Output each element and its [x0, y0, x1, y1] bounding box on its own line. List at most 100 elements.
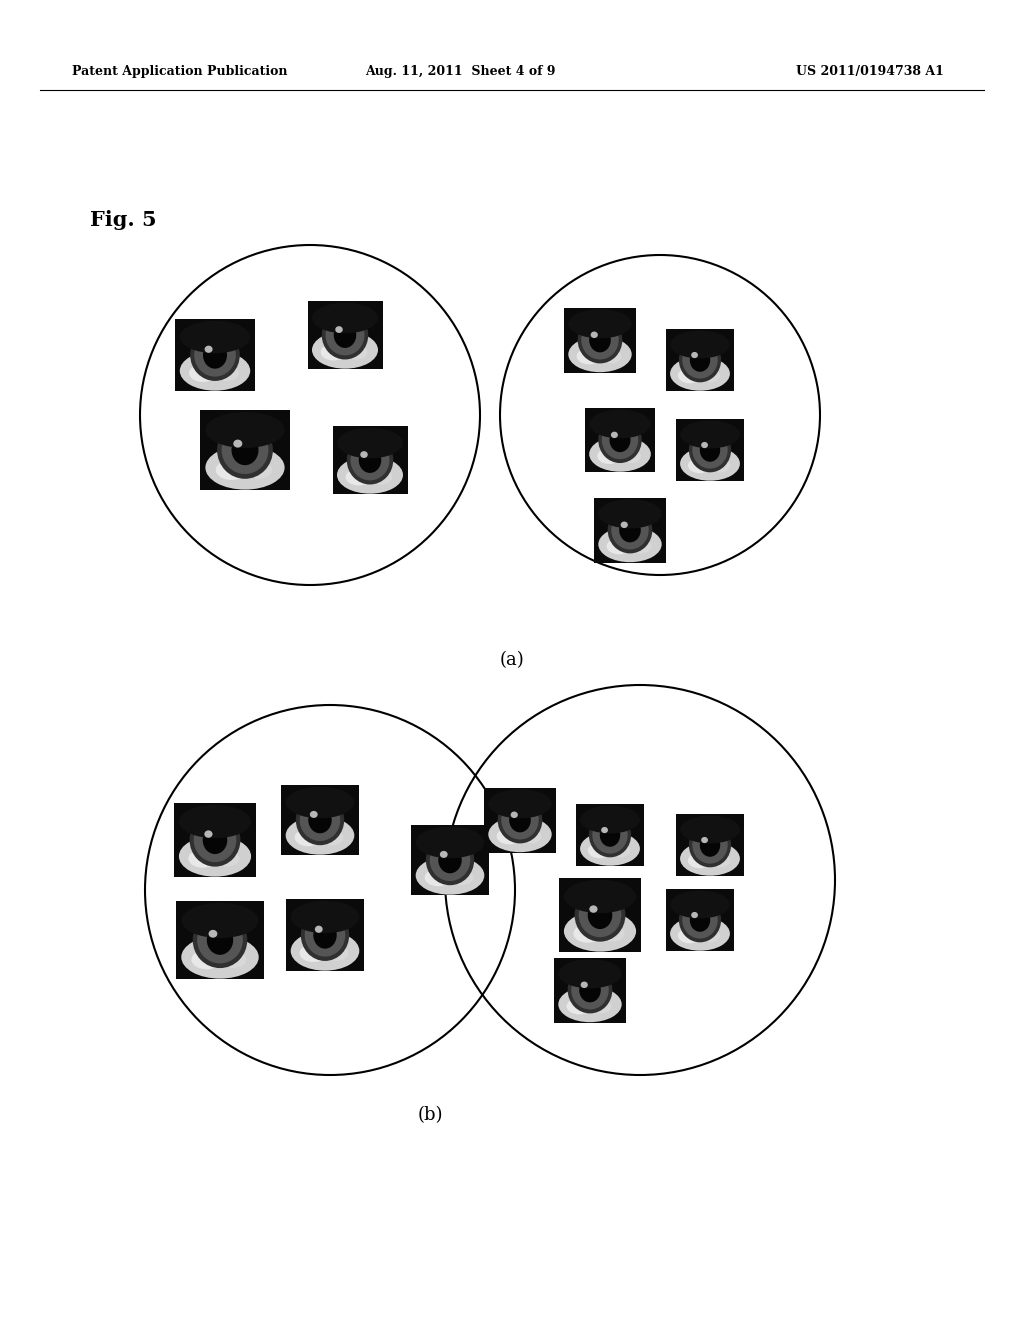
- Ellipse shape: [597, 447, 622, 465]
- Ellipse shape: [498, 796, 543, 843]
- Ellipse shape: [600, 824, 621, 847]
- Ellipse shape: [334, 322, 356, 348]
- Ellipse shape: [347, 436, 393, 484]
- Ellipse shape: [679, 338, 721, 383]
- FancyBboxPatch shape: [676, 814, 744, 876]
- Ellipse shape: [206, 446, 285, 490]
- Ellipse shape: [217, 421, 273, 479]
- Ellipse shape: [207, 925, 233, 954]
- Ellipse shape: [310, 810, 317, 818]
- Ellipse shape: [574, 888, 626, 941]
- FancyBboxPatch shape: [575, 804, 644, 866]
- Ellipse shape: [312, 331, 378, 368]
- Ellipse shape: [611, 432, 617, 438]
- Ellipse shape: [194, 818, 237, 862]
- Ellipse shape: [581, 982, 588, 989]
- Ellipse shape: [291, 900, 359, 933]
- Ellipse shape: [589, 327, 610, 352]
- FancyBboxPatch shape: [333, 426, 408, 494]
- Ellipse shape: [188, 849, 217, 867]
- Ellipse shape: [286, 787, 354, 818]
- FancyBboxPatch shape: [200, 411, 290, 490]
- Ellipse shape: [325, 945, 348, 961]
- Ellipse shape: [573, 924, 602, 942]
- Ellipse shape: [620, 517, 641, 543]
- Ellipse shape: [360, 451, 368, 458]
- Ellipse shape: [592, 816, 628, 854]
- Ellipse shape: [335, 326, 343, 333]
- Ellipse shape: [589, 813, 631, 857]
- FancyBboxPatch shape: [594, 498, 666, 562]
- Ellipse shape: [688, 458, 712, 474]
- Ellipse shape: [680, 446, 740, 480]
- Ellipse shape: [710, 854, 730, 867]
- FancyBboxPatch shape: [174, 803, 256, 876]
- Ellipse shape: [558, 960, 622, 989]
- Ellipse shape: [589, 437, 651, 471]
- Ellipse shape: [692, 432, 728, 469]
- Ellipse shape: [291, 931, 359, 970]
- Ellipse shape: [180, 351, 250, 391]
- Ellipse shape: [602, 421, 638, 459]
- Ellipse shape: [300, 799, 340, 841]
- Ellipse shape: [221, 426, 268, 474]
- Ellipse shape: [558, 986, 622, 1022]
- FancyBboxPatch shape: [666, 329, 734, 391]
- Ellipse shape: [590, 999, 611, 1014]
- Ellipse shape: [179, 836, 251, 876]
- Ellipse shape: [337, 457, 403, 494]
- Ellipse shape: [588, 842, 611, 858]
- Ellipse shape: [181, 903, 259, 939]
- Ellipse shape: [699, 438, 720, 462]
- Ellipse shape: [502, 800, 539, 840]
- FancyBboxPatch shape: [676, 418, 744, 480]
- Ellipse shape: [590, 906, 598, 913]
- Ellipse shape: [578, 317, 623, 363]
- Ellipse shape: [300, 944, 327, 962]
- Text: Fig. 5: Fig. 5: [90, 210, 157, 230]
- FancyBboxPatch shape: [175, 319, 255, 391]
- Ellipse shape: [589, 409, 651, 438]
- Text: Patent Application Publication: Patent Application Publication: [72, 66, 288, 78]
- Ellipse shape: [337, 428, 403, 458]
- Ellipse shape: [286, 816, 354, 854]
- Ellipse shape: [190, 329, 240, 381]
- Ellipse shape: [689, 428, 731, 473]
- FancyBboxPatch shape: [484, 788, 556, 853]
- Ellipse shape: [568, 309, 632, 338]
- Ellipse shape: [191, 950, 222, 969]
- Ellipse shape: [566, 998, 592, 1014]
- Ellipse shape: [209, 929, 217, 937]
- Ellipse shape: [700, 929, 721, 942]
- Ellipse shape: [358, 447, 381, 473]
- Ellipse shape: [231, 434, 258, 465]
- Ellipse shape: [680, 421, 740, 449]
- Ellipse shape: [345, 345, 368, 359]
- Ellipse shape: [670, 916, 730, 950]
- Ellipse shape: [567, 966, 612, 1014]
- Ellipse shape: [620, 449, 641, 463]
- FancyBboxPatch shape: [281, 785, 359, 855]
- Ellipse shape: [699, 833, 720, 857]
- Ellipse shape: [601, 826, 608, 833]
- Ellipse shape: [600, 348, 622, 363]
- Ellipse shape: [606, 539, 632, 554]
- FancyBboxPatch shape: [286, 899, 364, 972]
- Ellipse shape: [497, 828, 522, 845]
- Ellipse shape: [179, 805, 251, 838]
- Ellipse shape: [205, 346, 213, 352]
- Ellipse shape: [314, 925, 323, 933]
- Text: Aug. 11, 2011  Sheet 4 of 9: Aug. 11, 2011 Sheet 4 of 9: [365, 66, 555, 78]
- FancyBboxPatch shape: [564, 308, 636, 372]
- Ellipse shape: [598, 527, 662, 562]
- Ellipse shape: [322, 310, 369, 359]
- Ellipse shape: [670, 356, 730, 391]
- Ellipse shape: [326, 314, 365, 355]
- Ellipse shape: [233, 440, 243, 447]
- Ellipse shape: [426, 834, 474, 886]
- Ellipse shape: [568, 337, 632, 372]
- Ellipse shape: [692, 826, 728, 863]
- Ellipse shape: [416, 857, 484, 895]
- Ellipse shape: [189, 364, 217, 381]
- Ellipse shape: [245, 461, 272, 479]
